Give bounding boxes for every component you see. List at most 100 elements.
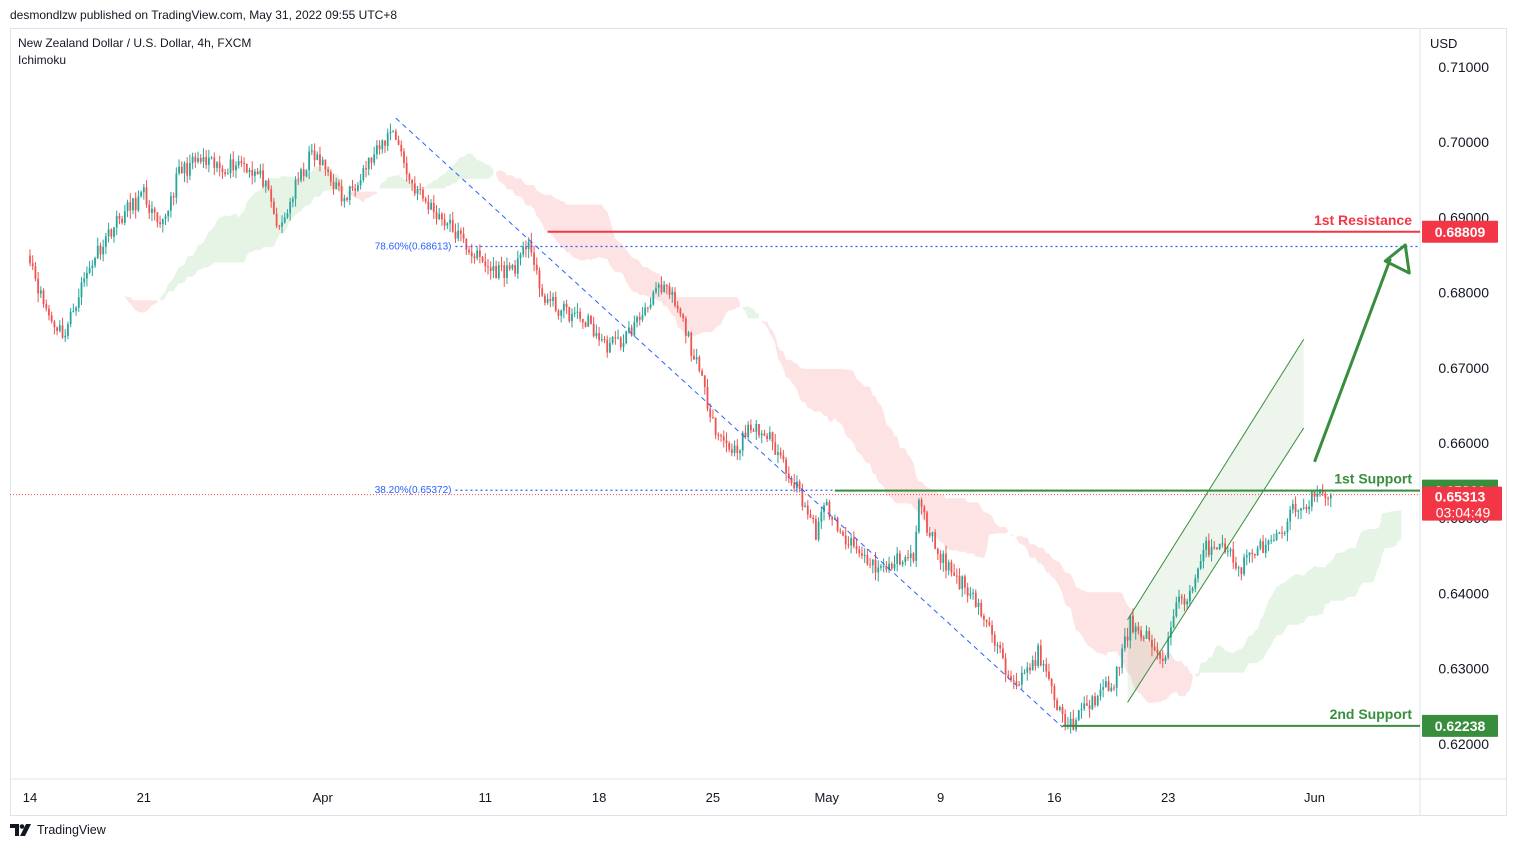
candle-body [1254, 553, 1256, 556]
candle-body [668, 286, 671, 295]
candle-body [972, 592, 974, 594]
candle [641, 307, 644, 323]
candle-body [378, 145, 381, 150]
candle-body [1010, 676, 1012, 681]
candle [194, 152, 197, 168]
candle [728, 441, 731, 453]
candle [899, 550, 901, 566]
candle-body [115, 216, 118, 228]
candle [557, 309, 560, 320]
candle-body [1015, 681, 1018, 685]
candle-body [1151, 639, 1153, 648]
candle-body [709, 408, 712, 418]
candle-body [240, 161, 243, 164]
candle [316, 151, 319, 161]
candle [882, 558, 885, 573]
candle [216, 160, 218, 173]
candle [955, 568, 958, 584]
brand-footer[interactable]: TradingView [10, 823, 106, 837]
candle-body [1094, 696, 1096, 706]
candle-body [1069, 718, 1072, 726]
candle-body [1140, 630, 1142, 638]
candle [1018, 681, 1021, 687]
candle [1058, 705, 1061, 712]
candle [1226, 546, 1229, 557]
candle [977, 598, 980, 615]
candle-body [665, 285, 668, 287]
candle-body [1294, 504, 1297, 512]
level-badge [1422, 714, 1498, 737]
candle-body [123, 211, 126, 223]
candle [359, 173, 362, 190]
candle-body [1267, 540, 1270, 545]
candle [1153, 638, 1156, 652]
candle-body [476, 250, 479, 259]
candle-body [758, 423, 760, 436]
candle [1229, 547, 1232, 557]
candle [449, 213, 451, 233]
candle [245, 163, 248, 174]
candle-body [1104, 681, 1107, 688]
candle [1145, 625, 1148, 640]
candle [519, 252, 522, 266]
candle [579, 307, 582, 323]
candle-body [646, 307, 649, 309]
candle-body [335, 182, 338, 189]
candle [1053, 683, 1056, 708]
candle [1048, 663, 1050, 681]
candle-body [508, 265, 511, 269]
candle [1099, 683, 1102, 701]
candle-body [552, 296, 554, 301]
candle [424, 196, 427, 204]
indicator-label[interactable]: Ichimoku [18, 53, 67, 67]
candle [964, 574, 966, 595]
candle-body [899, 553, 901, 565]
time-tick-label: Jun [1304, 790, 1325, 805]
candle-body [741, 432, 744, 451]
candle [142, 183, 145, 200]
candle-body [1191, 588, 1194, 591]
candle [890, 561, 893, 570]
candle [340, 179, 343, 207]
candle [950, 559, 953, 577]
candle [915, 525, 918, 568]
candle-body [1202, 549, 1205, 562]
candle [1305, 504, 1308, 514]
candle [178, 159, 180, 176]
candle-body [633, 322, 636, 336]
candle [926, 510, 928, 537]
candle-body [430, 202, 432, 210]
candle-body [866, 555, 869, 565]
candle-body [1167, 637, 1170, 658]
candle [1251, 548, 1254, 563]
candle [1327, 496, 1329, 506]
price-tick-label: 0.67000 [1438, 360, 1489, 376]
candle-body [386, 133, 389, 146]
candle-body [48, 308, 50, 316]
candle [1283, 530, 1286, 536]
candle [405, 156, 408, 182]
price-tick-label: 0.64000 [1438, 585, 1489, 601]
candle [953, 563, 956, 577]
candle [264, 180, 267, 193]
candle [676, 301, 679, 313]
candle-body [370, 157, 373, 163]
candle-body [671, 292, 674, 295]
candle-body [1058, 706, 1061, 711]
candle-body [1316, 493, 1319, 497]
candle-body [443, 219, 446, 226]
candle [400, 140, 403, 157]
candle [42, 288, 45, 308]
candle-body [1088, 705, 1091, 710]
candle-body [180, 166, 183, 174]
candle [1161, 649, 1164, 668]
candle-body [270, 189, 273, 202]
candle-body [172, 196, 175, 198]
channel-fill [1127, 339, 1304, 703]
candle-body [449, 219, 451, 224]
candle-body [557, 310, 560, 316]
candle [199, 154, 202, 165]
candle-body [1113, 687, 1115, 689]
candle-body [197, 158, 199, 162]
